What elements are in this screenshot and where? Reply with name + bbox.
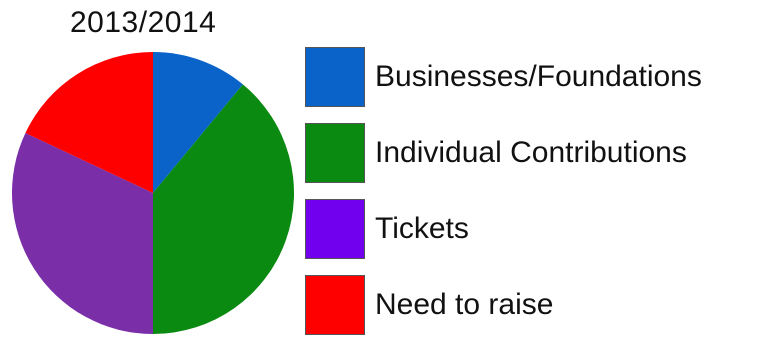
pie-slice-individual-contributions (153, 84, 295, 334)
legend-swatch-businesses-foundations (305, 47, 365, 107)
legend-item-individual-contributions: Individual Contributions (305, 122, 702, 184)
pie-chart (12, 52, 295, 334)
legend-label-individual-contributions: Individual Contributions (375, 136, 687, 169)
legend-item-tickets: Tickets (305, 198, 702, 260)
legend-item-businesses-foundations: Businesses/Foundations (305, 46, 702, 108)
legend-item-need-to-raise: Need to raise (305, 274, 702, 336)
legend-swatch-individual-contributions (305, 123, 365, 183)
legend-label-tickets: Tickets (375, 212, 469, 245)
pie-slice-need-to-raise (25, 52, 154, 193)
legend-label-need-to-raise: Need to raise (375, 288, 554, 321)
legend-swatch-tickets (305, 199, 365, 259)
pie-slice-businesses-foundations (153, 52, 243, 193)
legend-swatch-need-to-raise (305, 275, 365, 335)
legend-label-businesses-foundations: Businesses/Foundations (375, 60, 702, 93)
legend: Businesses/Foundations Individual Contri… (305, 46, 702, 336)
pie-slice-tickets (12, 132, 154, 334)
chart-title: 2013/2014 (70, 6, 217, 39)
